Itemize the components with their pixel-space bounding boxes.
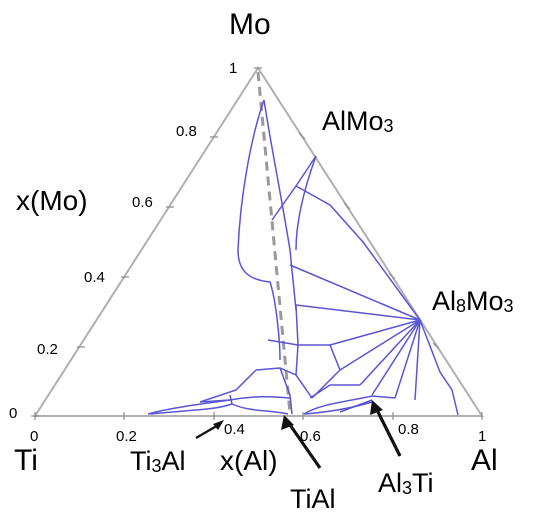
phase-label-ti3al: Ti3Al	[130, 446, 186, 476]
bottom-tick-label: 0	[30, 428, 38, 445]
bottom-tick-label: 0.8	[398, 421, 419, 438]
corner-label-al: Al	[471, 444, 498, 477]
left-axis-label: x(Mo)	[16, 185, 88, 216]
phase-label-almo3: AlMo3	[322, 106, 394, 136]
phase-label-al8mo3: Al8Mo3	[432, 286, 514, 316]
bottom-tick-label: 0.2	[116, 428, 137, 445]
bottom-tick-label: 0.4	[224, 421, 245, 438]
corner-label-ti: Ti	[14, 444, 38, 477]
phase-label-al3ti: Al3Ti	[378, 468, 434, 498]
left-tick-label: 0.8	[176, 123, 197, 140]
phase-label-tial: TiAl	[290, 484, 336, 514]
phase-boundaries	[147, 99, 459, 416]
triangle-frame	[33, 66, 484, 417]
right-edge-ticks	[298, 132, 440, 350]
dashed-composition-line	[256, 71, 292, 414]
bottom-axis-label: x(Al)	[220, 445, 278, 476]
bottom-tick-label: 1	[478, 428, 486, 445]
left-tick-label: 0.2	[37, 341, 58, 358]
left-tick-label: 0.6	[132, 194, 153, 211]
bottom-edge-ticks	[34, 412, 483, 420]
bottom-tick-label: 0.6	[300, 428, 321, 445]
al3ti-arrow	[370, 400, 402, 457]
corner-label-mo: Mo	[229, 8, 271, 41]
left-tick-label: 0.4	[84, 269, 105, 286]
ti3al-arrow	[195, 420, 224, 439]
left-tick-label: 1	[229, 60, 237, 77]
left-tick-label: 0	[9, 405, 17, 422]
tial-arrow	[281, 415, 322, 469]
